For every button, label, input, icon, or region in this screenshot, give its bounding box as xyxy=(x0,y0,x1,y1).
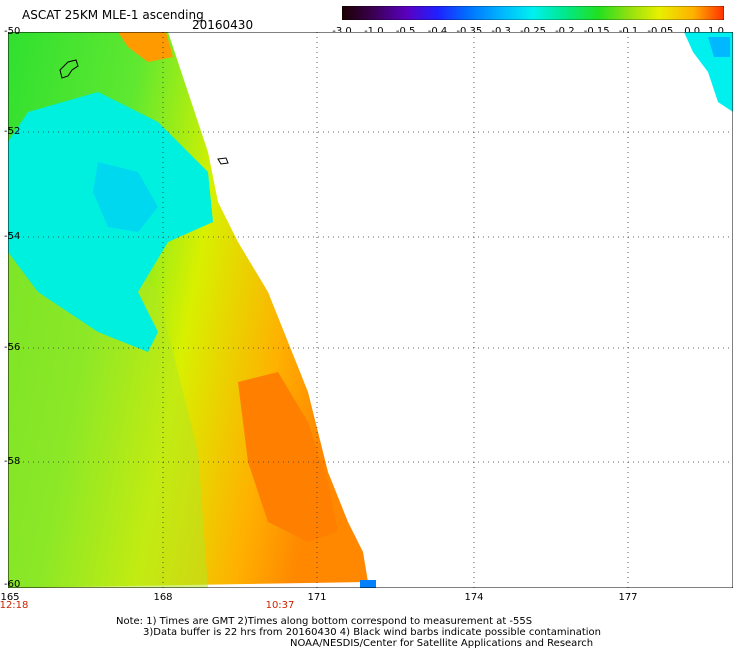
note-line-1: Note: 1) Times are GMT 2)Times along bot… xyxy=(116,616,533,627)
lat-label-52: -52 xyxy=(4,126,21,137)
time-label-mid: 10:37 xyxy=(265,600,295,611)
lon-label-177: 177 xyxy=(618,592,638,603)
island-outline-small xyxy=(217,157,229,165)
swath-cyan-core xyxy=(93,162,158,232)
chart-date: 20160430 xyxy=(192,18,254,32)
ascat-wind-map xyxy=(8,32,733,588)
lon-label-165: 165 xyxy=(0,592,20,603)
swath-blue-tail xyxy=(360,580,376,588)
note-line-2: 3)Data buffer is 22 hrs from 20160430 4)… xyxy=(143,627,601,638)
lat-label-56: -56 xyxy=(4,342,21,353)
lon-label-171: 171 xyxy=(307,592,327,603)
graticule xyxy=(8,32,733,588)
time-label-start: 12:18 xyxy=(0,600,29,611)
lat-label-54: -54 xyxy=(4,231,21,242)
swath-orange-edge xyxy=(238,372,338,542)
lon-label-168: 168 xyxy=(153,592,173,603)
note-line-3: NOAA/NESDIS/Center for Satellite Applica… xyxy=(290,638,594,649)
lat-label-58: -58 xyxy=(4,456,21,467)
chart-title: ASCAT 25KM MLE-1 ascending xyxy=(22,8,204,22)
island-outline xyxy=(59,59,79,79)
swath-orange-top xyxy=(118,32,173,62)
lat-label-50: -50 xyxy=(4,26,21,37)
ne-swath-core xyxy=(708,37,730,57)
lat-label-60: -60 xyxy=(4,579,21,590)
colorbar xyxy=(342,6,724,20)
lon-label-174: 174 xyxy=(464,592,484,603)
